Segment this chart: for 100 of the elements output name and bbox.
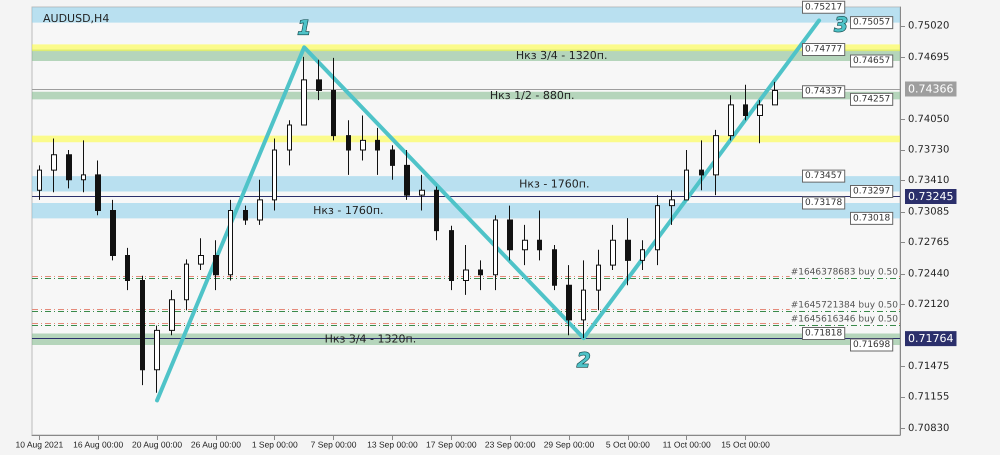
x-tick-label: 26 Aug 00:00 (190, 440, 242, 450)
candlestick (169, 290, 175, 336)
y-tick-label: 0.73085 (908, 206, 950, 218)
candlestick (287, 120, 292, 166)
candlestick (243, 205, 248, 226)
annotation: 0.74777 (805, 44, 842, 55)
candlestick (669, 190, 675, 226)
candlestick (154, 325, 160, 394)
y-tick-label: 0.73410 (908, 175, 950, 186)
candlestick (316, 59, 322, 101)
x-tick-label: 29 Sep 00:00 (544, 440, 595, 450)
candlestick (655, 194, 660, 266)
candlestick (404, 149, 410, 200)
candlestick (699, 140, 704, 191)
band-label: Нкз - 1760п. (519, 177, 590, 190)
candlestick (140, 275, 145, 386)
annotation: 0.74657 (853, 56, 890, 66)
candlestick (434, 186, 439, 241)
candlestick (184, 258, 189, 311)
candlestick (213, 240, 219, 291)
x-tick-label: 1 Sep 00:00 (252, 440, 298, 450)
y-tick-label: 0.71155 (908, 392, 950, 403)
candlestick (463, 244, 469, 296)
candlestick (95, 160, 101, 216)
annotation: 0.71698 (853, 340, 890, 350)
annotation: 2 (576, 348, 591, 372)
annotation: 0.74257 (853, 94, 890, 104)
ref-line-label: 0.71764 (908, 332, 954, 346)
y-tick-label: 0.75020 (908, 20, 950, 32)
candlestick (125, 247, 130, 291)
candlestick (743, 84, 748, 121)
candlestick (596, 249, 601, 311)
x-tick-label: 13 Sep 00:00 (367, 440, 418, 450)
x-tick-label: 20 Aug 00:00 (132, 440, 182, 450)
candlestick (493, 214, 498, 291)
annotation: 3 (834, 12, 848, 36)
candlestick (198, 238, 204, 270)
candlestick (37, 164, 42, 200)
candlestick (81, 140, 86, 193)
text: AUDUSD,H4 (43, 12, 110, 25)
candlestick (610, 224, 616, 270)
candlestick (507, 205, 513, 261)
annotation: 0.75217 (805, 2, 842, 12)
ref-line-label: #1646378683 buy 0.50 (790, 268, 898, 278)
candlestick (684, 149, 689, 200)
annotation: 1 (297, 15, 312, 40)
annotation: 0.73018 (853, 213, 890, 224)
annotation: 0.73457 (805, 171, 842, 182)
ref-line-label: #1645721384 buy 0.50 (790, 300, 898, 311)
y-tick-label: 0.70830 (908, 422, 950, 434)
ref-line-label: #1645616346 buy 0.50 (790, 314, 898, 325)
y-tick-label: 0.74695 (908, 52, 950, 63)
candlestick (522, 224, 528, 266)
candlestick (728, 94, 734, 141)
candlestick (51, 138, 57, 193)
candlestick (757, 100, 763, 144)
x-tick-label: 10 Aug 2021 (15, 440, 64, 450)
x-tick-label: 16 Aug 00:00 (73, 440, 124, 450)
candlestick (640, 240, 645, 270)
y-tick-label: 0.74050 (908, 114, 950, 125)
candlestick (478, 260, 483, 291)
x-tick-label: 11 Oct 00:00 (662, 440, 711, 450)
annotation: 0.73297 (853, 186, 890, 197)
annotation: 0.75057 (853, 18, 890, 28)
x-tick-label: 23 Sep 00:00 (484, 440, 536, 450)
band-label: Нкз 3/4 - 1320п. (516, 48, 608, 62)
annotation: 0.73178 (805, 198, 842, 208)
candlestick (66, 149, 72, 189)
y-tick-label: 0.72120 (908, 298, 950, 310)
candlestick (110, 199, 116, 261)
candlestick (375, 127, 380, 176)
ref-line-label: 0.73245 (908, 190, 954, 204)
y-tick-label: 0.72765 (908, 237, 950, 248)
x-tick-label: 15 Oct 00:00 (721, 440, 770, 450)
x-tick-label: 7 Sep 00:00 (310, 440, 357, 450)
candlestick (346, 120, 351, 176)
candlestick (390, 144, 395, 180)
candlestick (566, 264, 572, 336)
annotation: 0.71818 (805, 328, 842, 338)
candlestick (449, 225, 454, 291)
candlestick (552, 244, 557, 291)
candlestick (301, 56, 307, 126)
band-label: Нкз 1/2 - 880п. (490, 89, 575, 102)
candlestick (581, 260, 586, 339)
candlestick (625, 218, 631, 286)
y-tick-label: 0.73730 (908, 144, 950, 156)
x-tick-label: 17 Sep 00:00 (426, 440, 477, 450)
candlestick (537, 210, 542, 261)
y-tick-label: 0.72440 (908, 268, 950, 280)
x-tick-label: 5 Oct 00:00 (606, 440, 650, 450)
candlestick (257, 179, 263, 226)
candlestick (331, 57, 336, 141)
candlestick (772, 81, 778, 106)
candlestick (272, 138, 277, 211)
band-label: Нкз - 1760п. (313, 204, 384, 218)
annotation: 0.74337 (805, 86, 842, 97)
y-tick-label: 0.71475 (908, 360, 950, 372)
candlestick (713, 129, 719, 196)
candlestick (228, 199, 233, 281)
candlestick (419, 174, 425, 211)
